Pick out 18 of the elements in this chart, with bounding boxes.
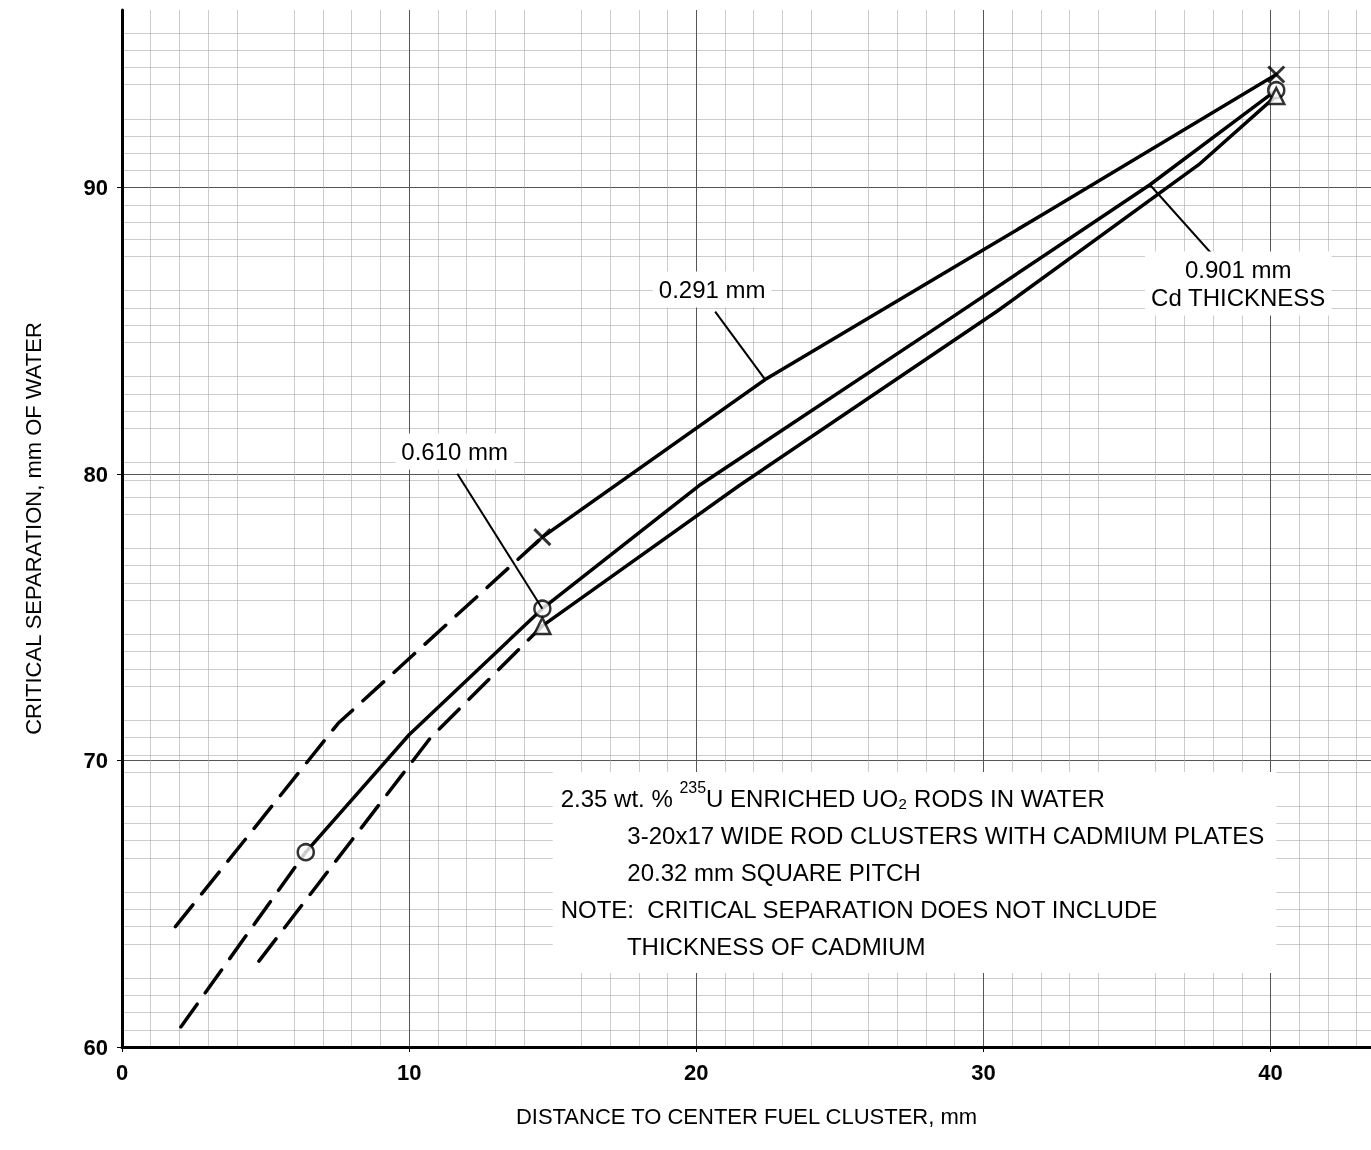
y-tick-label: 80 [83, 461, 108, 487]
annotation: 3-20x17 WIDE ROD CLUSTERS WITH CADMIUM PLATES [560, 821, 1265, 849]
annotation: THICKNESS OF CADMIUM [560, 932, 926, 960]
annotation: 0.291 mm [658, 276, 766, 304]
y-tick-label: 70 [83, 748, 108, 774]
x-tick-label: 10 [396, 1059, 422, 1085]
annotation: 0.610 mm [401, 437, 509, 465]
annotation: NOTE: CRITICAL SEPARATION DOES NOT INCLUDE [560, 895, 1158, 923]
annotation: 20.32 mm SQUARE PITCH [560, 858, 921, 886]
x-tick-label: 20 [684, 1059, 709, 1085]
y-tick-label: 90 [83, 175, 108, 201]
x-tick-label: 30 [971, 1059, 996, 1085]
y-axis-title: CRITICAL SEPARATION, mm OF WATER [20, 322, 46, 735]
x-tick-label: 0 [115, 1059, 129, 1085]
x-tick-label: 40 [1258, 1059, 1283, 1085]
annotation: 0.901 mm Cd THICKNESS [1151, 255, 1326, 311]
x-axis-title: DISTANCE TO CENTER FUEL CLUSTER, mm [515, 1103, 978, 1129]
y-tick-label: 60 [83, 1034, 108, 1060]
